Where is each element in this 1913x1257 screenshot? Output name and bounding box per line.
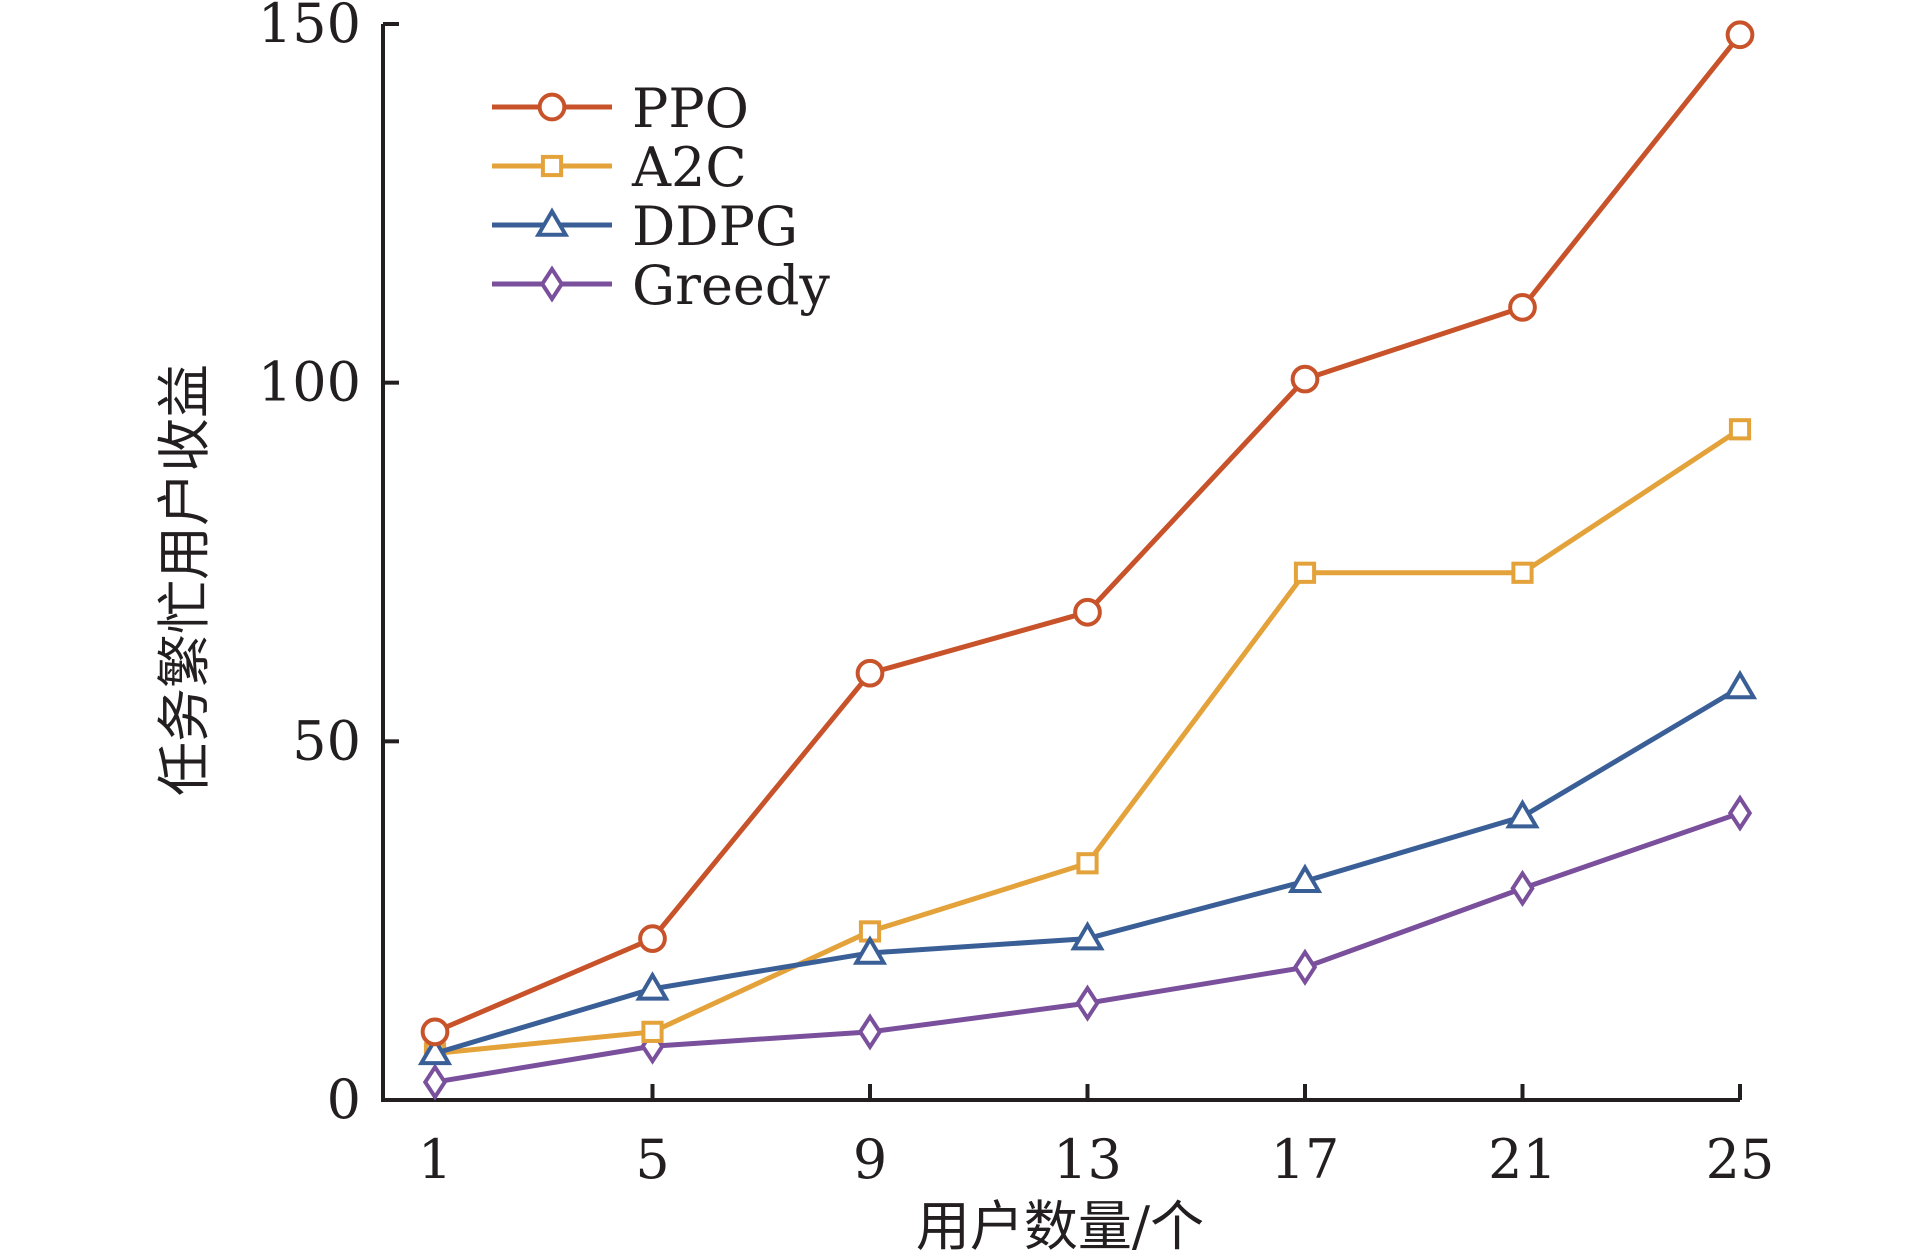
- data-point-circle: [638, 924, 667, 953]
- x-tick-label: 21: [1488, 1128, 1557, 1191]
- data-point-triangle: [534, 207, 570, 237]
- x-tick-label: 9: [853, 1128, 887, 1191]
- data-point-circle: [1290, 364, 1320, 394]
- series-ppo: [420, 20, 1755, 1047]
- y-axis-label: 任务繁忙用户收益: [153, 364, 216, 796]
- x-tick-label: 13: [1053, 1128, 1122, 1191]
- data-point-circle: [1725, 20, 1755, 50]
- legend-item-ddpg: DDPG: [492, 195, 798, 258]
- data-point-triangle: [1287, 863, 1323, 893]
- data-point-square: [641, 1020, 664, 1043]
- data-point-diamond: [539, 265, 565, 303]
- data-point-circle: [537, 92, 567, 122]
- axes: [381, 24, 1740, 1102]
- series-line-a2c: [434, 427, 1742, 1056]
- data-point-square: [540, 154, 564, 178]
- legend-label-ppo: PPO: [632, 77, 749, 140]
- data-point-diamond: [1075, 984, 1100, 1022]
- legend-label-ddpg: DDPG: [632, 195, 798, 258]
- ticks: 1 5 9 13 17 21 25 0 50 100 150: [258, 0, 1774, 1191]
- data-point-circle: [855, 658, 885, 688]
- legend-item-ppo: PPO: [492, 77, 749, 140]
- data-point-circle: [420, 1017, 450, 1047]
- legend-item-a2c: A2C: [492, 136, 747, 199]
- data-point-diamond: [1510, 869, 1535, 907]
- y-tick-label: 50: [292, 709, 361, 772]
- data-point-diamond: [857, 1013, 883, 1051]
- y-tick-label: 100: [258, 351, 361, 414]
- data-point-circle: [1073, 597, 1102, 627]
- series-lines: [417, 20, 1758, 1101]
- y-tick-label: 0: [327, 1068, 361, 1131]
- data-point-square: [1076, 852, 1099, 875]
- data-point-diamond: [1292, 948, 1318, 986]
- data-point-triangle: [852, 935, 888, 965]
- y-tick-label: 150: [258, 0, 361, 55]
- data-point-triangle: [417, 1035, 453, 1066]
- data-point-triangle: [635, 971, 670, 1001]
- x-tick-label: 17: [1271, 1128, 1340, 1191]
- data-point-square: [1293, 561, 1317, 584]
- x-tick-label: 25: [1706, 1128, 1775, 1191]
- legend-label-greedy: Greedy: [632, 254, 830, 317]
- data-point-diamond: [1727, 794, 1753, 832]
- x-tick-label: 5: [635, 1128, 669, 1191]
- data-point-circle: [1508, 292, 1537, 322]
- data-point-triangle: [1070, 920, 1105, 951]
- x-axis-label: 用户数量/个: [916, 1195, 1204, 1252]
- legend-label-a2c: A2C: [631, 136, 747, 199]
- x-tick-label: 1: [418, 1128, 452, 1191]
- data-point-triangle: [1722, 669, 1758, 700]
- data-point-square: [1728, 418, 1752, 441]
- data-point-diamond: [422, 1063, 448, 1101]
- data-point-triangle: [1505, 799, 1540, 829]
- series-ddpg: [417, 669, 1758, 1066]
- series-a2c: [423, 418, 1752, 1065]
- legend-item-greedy: Greedy: [492, 254, 830, 317]
- data-point-square: [1511, 561, 1534, 584]
